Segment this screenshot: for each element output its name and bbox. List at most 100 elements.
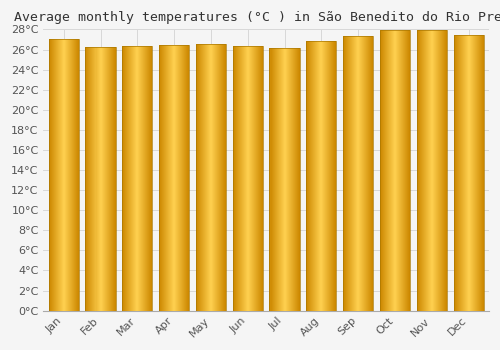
Bar	[462, 35, 464, 310]
Bar	[368, 36, 370, 310]
Bar	[425, 30, 426, 310]
Bar	[164, 44, 165, 310]
Bar	[416, 30, 447, 310]
Bar	[66, 40, 68, 310]
Bar	[324, 42, 326, 310]
Bar	[204, 43, 205, 310]
Bar	[437, 30, 438, 310]
Bar	[92, 47, 94, 310]
Bar	[386, 30, 387, 310]
Bar	[62, 40, 64, 310]
Bar	[274, 48, 276, 310]
Bar	[460, 35, 462, 310]
Bar	[48, 40, 50, 310]
Bar	[102, 47, 104, 310]
Bar	[223, 43, 224, 310]
Bar	[232, 46, 234, 310]
Bar	[200, 43, 201, 310]
Bar	[70, 40, 71, 310]
Bar	[458, 35, 460, 310]
Bar	[446, 30, 447, 310]
Bar	[140, 46, 141, 310]
Bar	[172, 44, 173, 310]
Bar	[170, 44, 171, 310]
Bar	[75, 40, 76, 310]
Bar	[173, 44, 174, 310]
Bar	[409, 30, 410, 310]
Bar	[276, 48, 278, 310]
Bar	[214, 43, 215, 310]
Bar	[184, 44, 185, 310]
Bar	[234, 46, 236, 310]
Bar	[472, 35, 474, 310]
Bar	[353, 36, 354, 310]
Bar	[232, 46, 263, 310]
Bar	[209, 43, 210, 310]
Bar	[381, 30, 382, 310]
Bar	[362, 36, 363, 310]
Bar	[478, 35, 480, 310]
Bar	[423, 30, 424, 310]
Bar	[256, 46, 257, 310]
Bar	[445, 30, 446, 310]
Bar	[215, 43, 216, 310]
Bar	[261, 46, 262, 310]
Bar	[134, 46, 136, 310]
Bar	[132, 46, 134, 310]
Bar	[396, 30, 397, 310]
Bar	[182, 44, 183, 310]
Bar	[454, 35, 456, 310]
Bar	[224, 43, 225, 310]
Bar	[480, 35, 482, 310]
Bar	[332, 42, 334, 310]
Bar	[98, 47, 100, 310]
Bar	[171, 44, 172, 310]
Bar	[178, 44, 179, 310]
Bar	[169, 44, 170, 310]
Bar	[257, 46, 258, 310]
Bar	[298, 48, 300, 310]
Bar	[96, 47, 98, 310]
Bar	[442, 30, 443, 310]
Bar	[426, 30, 427, 310]
Bar	[150, 46, 152, 310]
Bar	[183, 44, 184, 310]
Bar	[363, 36, 364, 310]
Bar	[196, 43, 226, 310]
Bar	[106, 47, 108, 310]
Bar	[253, 46, 254, 310]
Bar	[428, 30, 429, 310]
Bar	[110, 47, 112, 310]
Bar	[404, 30, 405, 310]
Bar	[438, 30, 439, 310]
Bar	[391, 30, 392, 310]
Bar	[388, 30, 389, 310]
Bar	[435, 30, 436, 310]
Bar	[124, 46, 126, 310]
Bar	[343, 36, 374, 310]
Bar	[50, 40, 51, 310]
Bar	[380, 30, 381, 310]
Bar	[94, 47, 96, 310]
Bar	[403, 30, 404, 310]
Bar	[112, 47, 114, 310]
Bar	[122, 46, 152, 310]
Bar	[188, 44, 189, 310]
Bar	[429, 30, 430, 310]
Bar	[238, 46, 240, 310]
Bar	[290, 48, 292, 310]
Bar	[346, 36, 347, 310]
Bar	[48, 40, 79, 310]
Bar	[72, 40, 73, 310]
Bar	[318, 42, 320, 310]
Bar	[181, 44, 182, 310]
Bar	[292, 48, 294, 310]
Bar	[122, 46, 124, 310]
Bar	[401, 30, 402, 310]
Bar	[180, 44, 181, 310]
Bar	[100, 47, 102, 310]
Bar	[436, 30, 437, 310]
Bar	[167, 44, 168, 310]
Bar	[347, 36, 348, 310]
Bar	[159, 44, 189, 310]
